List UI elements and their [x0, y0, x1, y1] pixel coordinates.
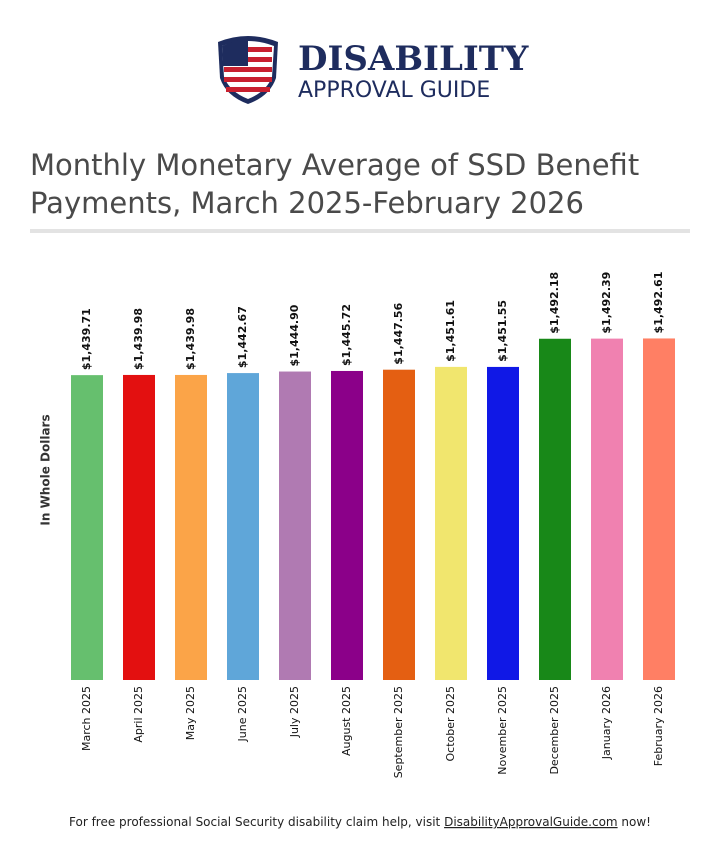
- chart-title: Monthly Monetary Average of SSD Benefit: [30, 148, 639, 182]
- x-tick-label: September 2025: [392, 686, 405, 778]
- x-tick-label: March 2025: [80, 686, 93, 751]
- footer-text: now!: [618, 815, 651, 829]
- value-label: $1,439.98: [132, 308, 145, 370]
- bar: [435, 366, 467, 680]
- bar: [71, 375, 103, 680]
- x-tick-label: October 2025: [444, 686, 457, 762]
- y-axis-label: In Whole Dollars: [39, 414, 53, 525]
- bar: [643, 338, 675, 680]
- x-tick-label: January 2026: [600, 686, 613, 760]
- x-tick-label: February 2026: [652, 686, 665, 766]
- bar: [487, 366, 519, 680]
- bar: [227, 373, 259, 680]
- value-label: $1,492.39: [600, 272, 613, 334]
- x-tick-label: December 2025: [548, 686, 561, 775]
- bar: [539, 338, 571, 680]
- bar: [383, 369, 415, 680]
- x-tick-label: August 2025: [340, 686, 353, 756]
- value-label: $1,451.55: [496, 300, 509, 362]
- x-tick-label: April 2025: [132, 686, 145, 743]
- footer-text: For free professional Social Security di…: [69, 815, 444, 829]
- x-tick-label: May 2025: [184, 686, 197, 740]
- bar: [331, 370, 363, 680]
- value-label: $1,492.18: [548, 272, 561, 334]
- brand-name: DISABILITY: [298, 39, 529, 79]
- value-label: $1,492.61: [652, 272, 665, 334]
- brand-tagline: APPROVAL GUIDE: [298, 78, 490, 103]
- logo: DISABILITY APPROVAL GUIDE: [218, 36, 529, 104]
- bar: [279, 371, 311, 680]
- divider: [30, 229, 690, 233]
- chart-title: Payments, March 2025-February 2026: [30, 186, 584, 220]
- value-label: $1,439.98: [184, 308, 197, 370]
- bar: [175, 374, 207, 680]
- footer: For free professional Social Security di…: [69, 815, 651, 829]
- x-tick-label: November 2025: [496, 686, 509, 775]
- x-tick-label: June 2025: [236, 686, 249, 742]
- value-label: $1,444.90: [288, 304, 301, 366]
- value-label: $1,451.61: [444, 300, 457, 362]
- footer-link[interactable]: DisabilityApprovalGuide.com: [444, 815, 618, 829]
- bar: [591, 338, 623, 680]
- value-label: $1,439.71: [80, 308, 93, 370]
- value-label: $1,447.56: [392, 302, 405, 364]
- value-label: $1,442.67: [236, 306, 249, 368]
- bar: [123, 374, 155, 680]
- x-tick-label: July 2025: [288, 686, 301, 738]
- value-label: $1,445.72: [340, 304, 353, 366]
